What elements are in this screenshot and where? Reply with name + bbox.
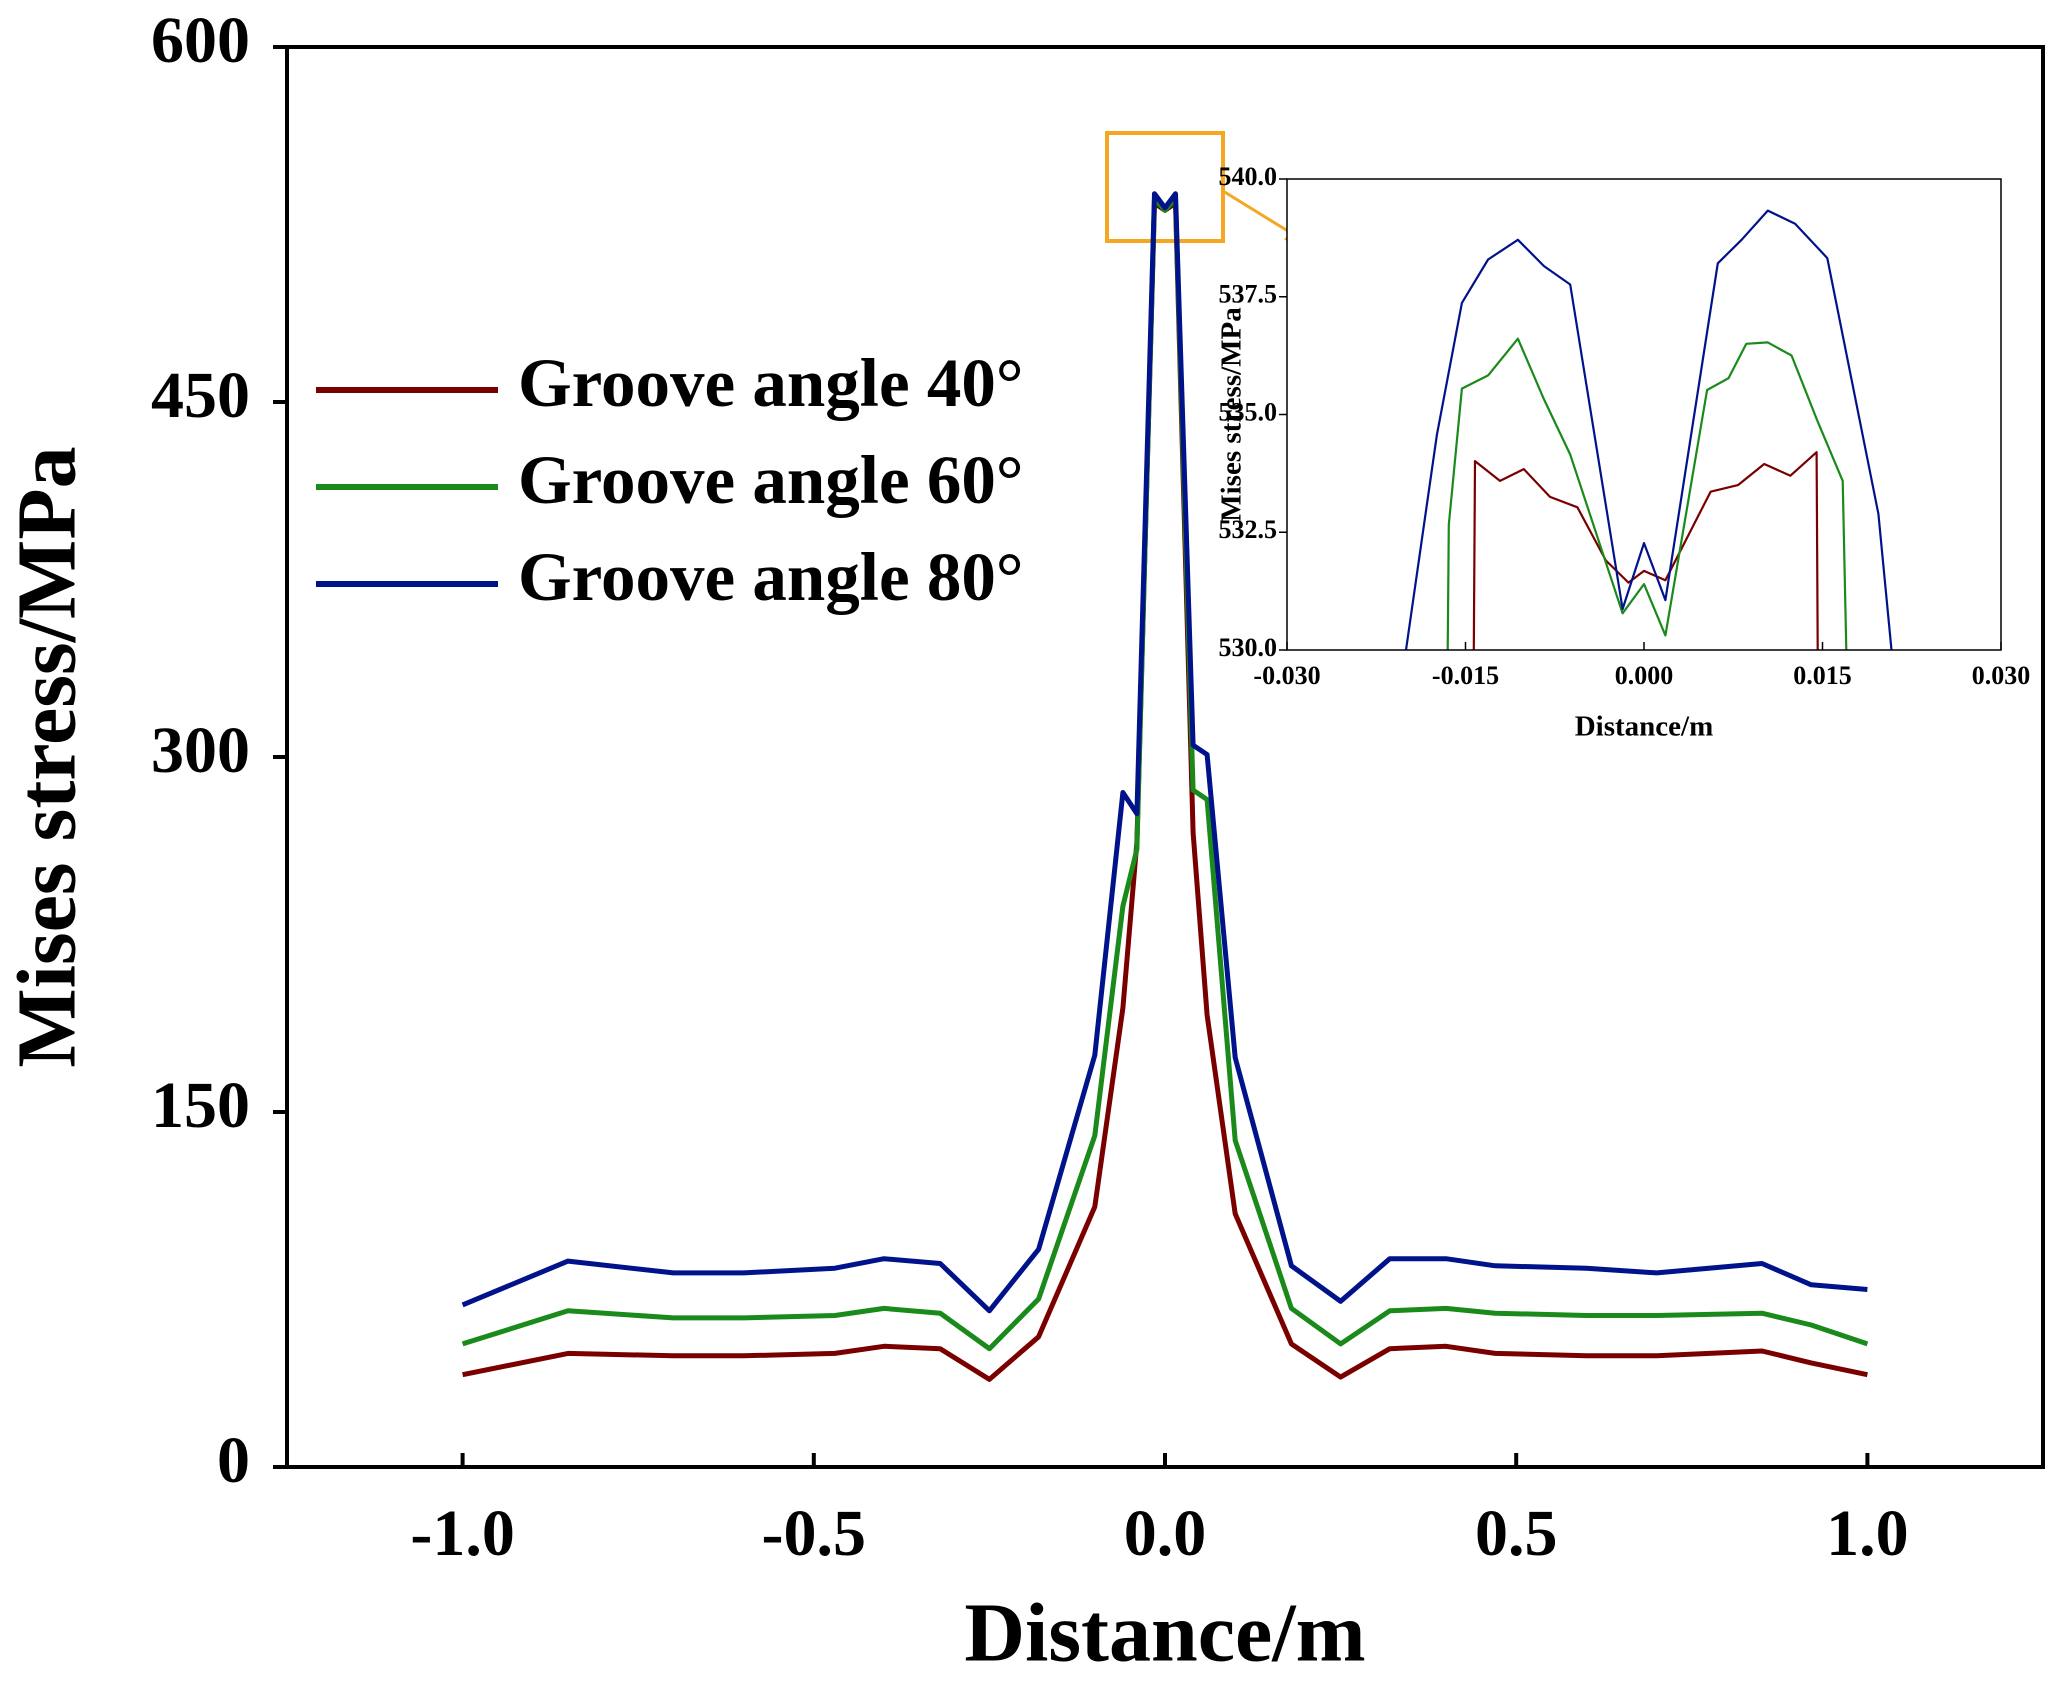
y-tick-label: 540.0	[1219, 162, 1278, 191]
y-tick-label: 535.0	[1219, 397, 1278, 426]
y-tick-label: 450	[151, 359, 250, 432]
y-tick-label: 530.0	[1219, 633, 1278, 662]
x-tick-label: 0.030	[1972, 661, 2031, 690]
x-tick-label: 1.0	[1826, 1497, 1909, 1570]
legend-label: Groove angle 40°	[518, 345, 1023, 421]
series-line	[1446, 337, 1848, 651]
legend-label: Groove angle 80°	[518, 539, 1023, 615]
x-tick-label: 0.0	[1124, 1497, 1207, 1570]
zoom-box	[1105, 131, 1225, 243]
y-tick-label: 300	[151, 714, 250, 787]
y-tick-label: 600	[151, 4, 250, 77]
y-tick-label: 537.5	[1219, 280, 1278, 309]
series-line	[1472, 451, 1819, 651]
y-tick-label: 532.5	[1219, 515, 1278, 544]
x-tick-label: -0.015	[1432, 661, 1499, 690]
x-axis-label: Distance/m	[964, 1586, 1365, 1679]
legend-label: Groove angle 60°	[518, 442, 1023, 518]
plot-frame	[285, 45, 2045, 1469]
y-axis-label: Mises stress/MPa	[0, 446, 93, 1067]
x-tick-label: 0.000	[1615, 661, 1674, 690]
series-line	[461, 191, 1868, 1314]
zoom-arrow	[1222, 189, 1297, 238]
series-line	[1404, 209, 1893, 651]
y-tick-label: 150	[151, 1069, 250, 1142]
y-axis-label: Mises stress/MPa	[1216, 307, 1248, 522]
x-tick-label: 0.5	[1475, 1497, 1558, 1570]
x-axis-label: Distance/m	[1575, 711, 1714, 743]
x-tick-label: 0.015	[1793, 661, 1852, 690]
x-tick-label: -1.0	[410, 1497, 514, 1570]
x-tick-label: -0.030	[1253, 661, 1320, 690]
x-tick-label: -0.5	[762, 1497, 866, 1570]
inset-background	[1287, 179, 2001, 650]
plot-frame	[1286, 178, 2002, 651]
y-tick-label: 0	[217, 1424, 250, 1497]
